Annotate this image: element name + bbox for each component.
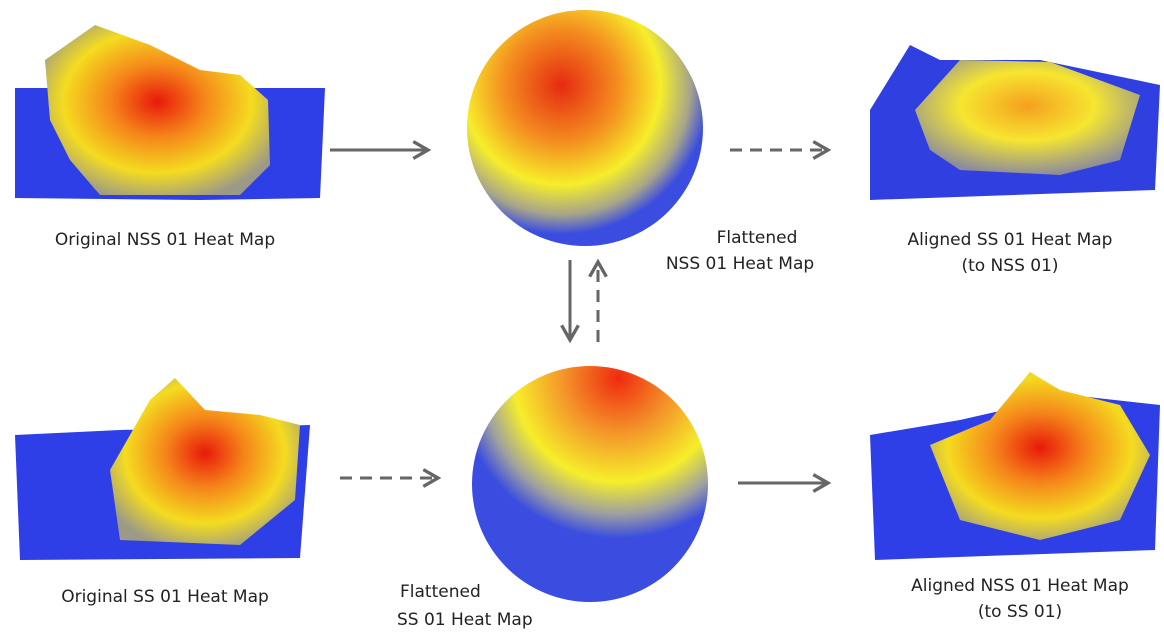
map-surface (45, 25, 270, 195)
label: Aligned SS 01 Heat Map (908, 230, 1113, 250)
flattened-disc (472, 366, 708, 602)
label: Flattened (400, 582, 481, 602)
map-surface (930, 372, 1150, 540)
heat-map (870, 372, 1160, 560)
label: Flattened (717, 228, 798, 248)
flattened-disc (467, 10, 703, 246)
label: (to NSS 01) (961, 256, 1058, 276)
heat-map (15, 378, 310, 560)
diagram: Original NSS 01 Heat Map Flattened NSS 0… (0, 0, 1164, 634)
label: (to SS 01) (978, 602, 1062, 622)
label: Aligned NSS 01 Heat Map (911, 576, 1129, 596)
label: NSS 01 Heat Map (666, 254, 814, 274)
label: Original SS 01 Heat Map (61, 587, 269, 607)
heat-map (870, 45, 1160, 200)
label: Original NSS 01 Heat Map (55, 230, 275, 250)
label: SS 01 Heat Map (397, 610, 533, 630)
heat-map (15, 25, 325, 200)
